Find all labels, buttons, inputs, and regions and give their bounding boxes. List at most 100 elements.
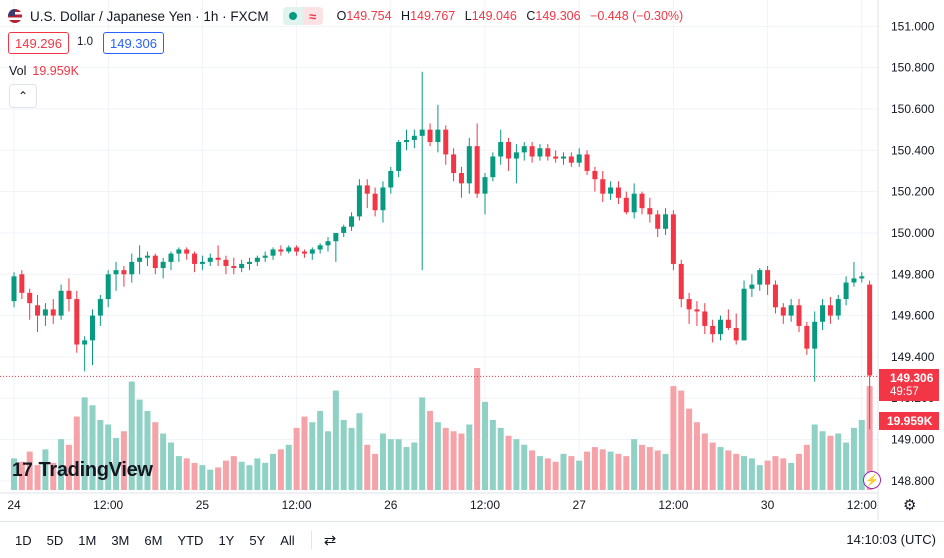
candle-body <box>827 305 833 316</box>
candle-body <box>388 170 394 188</box>
price-axis[interactable]: 151.000 150.800 150.600 150.400 150.200 150.0… <box>877 0 935 520</box>
time-tick-label: 12:00 <box>282 498 312 512</box>
volume-bar <box>646 447 653 490</box>
candle-body <box>702 311 708 326</box>
volume-bar <box>42 449 49 490</box>
volume-bar <box>654 450 661 490</box>
candles <box>11 71 873 430</box>
time-axis[interactable]: 24 12:00 25 12:00 26 12:00 27 12:00 30 12:00 <box>7 498 877 512</box>
bottom-toolbar: 1D 5D 1M 3M 6M YTD 1Y 5Y All ⇄ 14:10:03 … <box>0 521 944 558</box>
range-3m[interactable]: 3M <box>111 532 130 548</box>
volume-bar <box>379 433 386 490</box>
tradingview-logo[interactable]: 17 TradingView <box>12 459 153 482</box>
candle-body <box>686 299 692 310</box>
price-tick-label: 148.800 <box>891 474 935 488</box>
candle-body <box>19 274 25 293</box>
price-tick-label: 150.600 <box>891 102 935 116</box>
market-status[interactable]: ≈ <box>282 7 323 25</box>
candle-body <box>270 249 276 256</box>
volume-bar <box>529 450 536 490</box>
high-label: H <box>401 9 411 23</box>
time-tick-label: 12:00 <box>658 498 688 512</box>
range-all[interactable]: All <box>280 532 295 548</box>
volume-bar <box>560 453 567 490</box>
candle-body <box>670 214 676 264</box>
candle-body <box>239 263 245 269</box>
range-5d[interactable]: 5D <box>46 532 64 548</box>
range-5y[interactable]: 5Y <box>249 532 266 548</box>
volume-bar <box>356 413 363 490</box>
candle-body <box>247 261 252 264</box>
candle-body <box>294 247 300 252</box>
volume-bar <box>591 447 598 490</box>
candle-body <box>105 274 111 300</box>
volume-bar <box>756 465 763 490</box>
candle-body <box>356 185 362 217</box>
candle-body <box>160 261 166 269</box>
range-ytd[interactable]: YTD <box>177 532 204 548</box>
collapse-legend-button[interactable]: ⌃ <box>9 84 37 108</box>
candle-body <box>851 278 857 283</box>
candle-body <box>608 187 614 194</box>
candle-body <box>458 173 464 184</box>
range-6m[interactable]: 6M <box>144 532 163 548</box>
volume-bar <box>701 433 708 490</box>
volume-bar <box>552 461 559 490</box>
volume-bar <box>835 433 842 490</box>
change-value: −0.448 (−0.30%) <box>590 9 684 23</box>
candle-body <box>835 299 841 316</box>
spread-value: 1.0 <box>77 36 93 48</box>
candle-body <box>631 193 637 213</box>
toolbar-divider <box>310 531 312 549</box>
wave-icon[interactable]: ≈ <box>302 7 323 25</box>
volume-bar <box>662 453 669 490</box>
price-chart[interactable]: 151.000 150.800 150.600 150.400 150.200 150.0… <box>0 0 944 521</box>
volume-bar <box>482 401 488 490</box>
volume-bar <box>50 462 57 490</box>
calendar-range-icon[interactable]: ⇄ <box>323 532 337 549</box>
candle-body <box>710 325 716 335</box>
volume-legend: Vol 19.959K <box>9 64 79 78</box>
market-open-icon[interactable] <box>282 7 303 25</box>
utc-clock[interactable]: 14:10:03 (UTC) <box>846 532 936 547</box>
volume-tag: 19.959K <box>879 412 939 430</box>
price-tick-label: 149.800 <box>891 267 935 281</box>
volume-bar <box>811 424 818 490</box>
range-1m[interactable]: 1M <box>78 532 97 548</box>
sell-button[interactable]: 149.296 <box>8 32 69 54</box>
volume-bar <box>199 465 206 490</box>
candle-body <box>97 299 103 316</box>
candle-body <box>66 290 72 300</box>
volume-bar <box>183 458 190 490</box>
candle-body <box>333 232 339 242</box>
volume-bar <box>544 458 551 490</box>
volume-bar <box>11 458 17 490</box>
candle-body <box>812 321 818 349</box>
candle-body <box>309 249 315 254</box>
candle-body <box>443 129 449 155</box>
candle-body <box>490 156 496 178</box>
low-label: L <box>464 9 472 23</box>
gear-icon[interactable]: ⚙ <box>903 497 917 514</box>
volume-bar <box>144 410 151 490</box>
range-1y[interactable]: 1Y <box>218 532 235 548</box>
volume-bar <box>58 439 65 490</box>
candle-body <box>561 156 566 159</box>
candle-body <box>694 309 700 312</box>
volume-bar <box>372 453 379 490</box>
lightning-icon[interactable]: ⚡ <box>863 471 881 489</box>
candle-body <box>521 146 527 153</box>
candle-body <box>50 309 56 316</box>
volume-bar <box>317 410 324 490</box>
volume-bar <box>120 431 127 490</box>
symbol-title[interactable]: U.S. Dollar / Japanese Yen · 1h · FXCM <box>30 8 269 24</box>
candle-body <box>843 282 849 300</box>
candle-body <box>592 170 598 180</box>
chevron-up-icon: ⌃ <box>17 89 29 103</box>
volume-bar <box>788 462 795 490</box>
buy-button[interactable]: 149.306 <box>103 32 164 54</box>
candle-body <box>168 253 174 262</box>
ohlc-values: O149.754 H149.767 L149.046 C149.306 −0.4… <box>337 9 690 23</box>
volume-bar <box>850 427 857 490</box>
range-1d[interactable]: 1D <box>15 532 32 548</box>
